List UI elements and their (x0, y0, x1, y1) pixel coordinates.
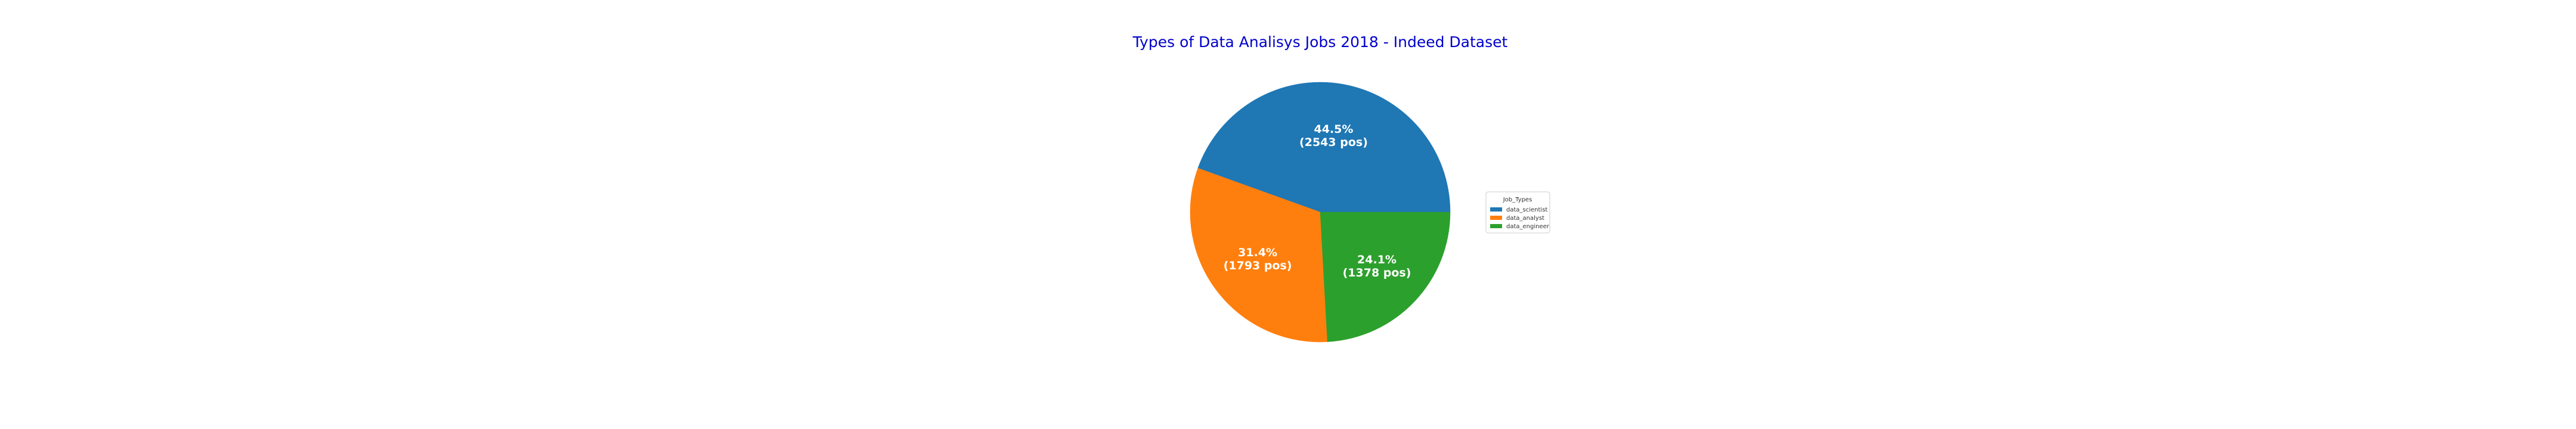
pie-slice-data-analyst (1190, 167, 1328, 343)
legend: Job_Types data_scientist data_analystdata… (1485, 191, 1550, 234)
pie-slice-data-engineer (1320, 212, 1451, 342)
legend-label-data-engineer: data_engineer (1506, 223, 1550, 230)
legend-swatch-data-analyst (1490, 216, 1502, 220)
slice-count-label: (1793 pos) (1224, 259, 1292, 272)
pie-slice-data-scientist (1197, 82, 1451, 213)
slice-percent-label: 44.5% (1314, 123, 1354, 136)
slice-label-data-scientist: 44.5% (2543 pos) (1299, 123, 1368, 149)
slice-label-data-analyst: 31.4% (1793 pos) (1224, 246, 1292, 272)
slice-percent-label: 31.4% (1238, 246, 1277, 259)
slice-count-label: (1378 pos) (1343, 266, 1411, 279)
legend-title: Job_Types (1503, 197, 1532, 203)
chart-title: Types of Data Analisys Jobs 2018 - Indee… (1132, 33, 1508, 51)
legend-label-data-analyst: data_analyst (1506, 215, 1544, 222)
pie-slice-labels: 44.5% (2543 pos) 31.4% (1793 pos) 24.1% (1378… (1224, 123, 1411, 279)
legend-swatch-data-engineer (1490, 224, 1502, 228)
legend-label-data-scientist: data_scientist (1506, 207, 1547, 213)
slice-count-label: (2543 pos) (1299, 136, 1368, 149)
legend-box (1485, 191, 1550, 234)
legend-swatch-data-scientist (1490, 207, 1502, 212)
pie-slices (1190, 82, 1451, 343)
slice-label-data-engineer: 24.1% (1378 pos) (1343, 253, 1411, 279)
slice-percent-label: 24.1% (1357, 253, 1397, 266)
